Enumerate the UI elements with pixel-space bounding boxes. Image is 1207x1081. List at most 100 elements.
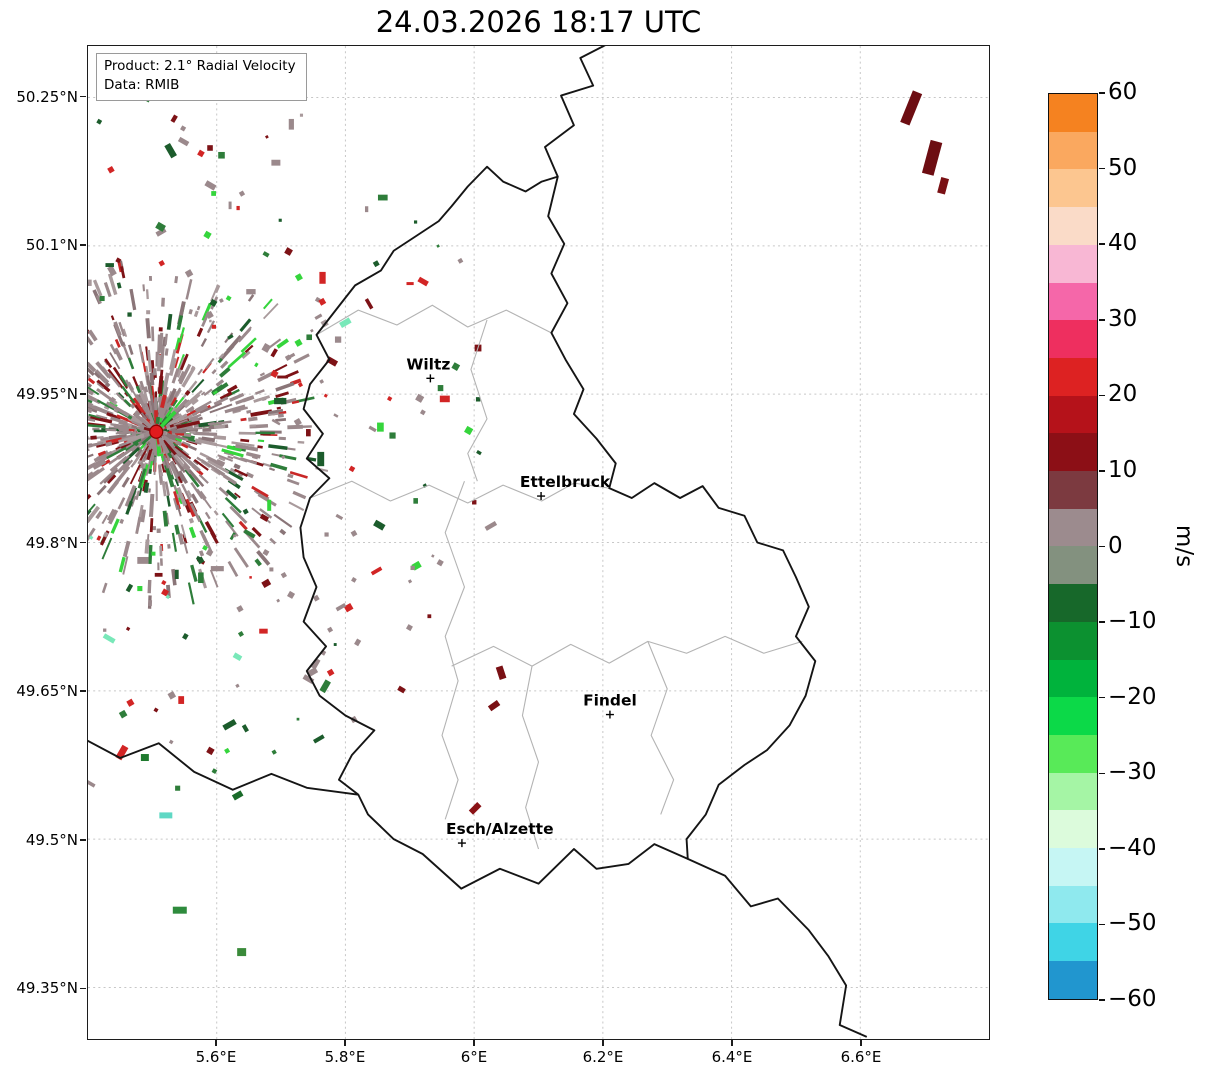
radar-echo xyxy=(205,548,214,557)
radar-echo xyxy=(140,412,148,420)
colorbar-tick-label: −20 xyxy=(1108,683,1157,710)
colorbar-band xyxy=(1049,659,1097,698)
colorbar-tick xyxy=(1099,696,1105,699)
radar-echo xyxy=(169,462,179,477)
radar-echo xyxy=(148,385,154,406)
radar-echo xyxy=(205,357,215,369)
radar-echo xyxy=(185,279,193,300)
radar-echo xyxy=(174,524,181,535)
radar-echo-notable xyxy=(172,906,187,914)
colorbar-band xyxy=(1049,885,1097,924)
radar-echo xyxy=(222,474,237,485)
radar-echo xyxy=(132,438,142,445)
colorbar-tick xyxy=(1099,319,1105,321)
radar-echo xyxy=(88,398,93,404)
city-label: Esch/Alzette xyxy=(446,820,554,838)
x-axis-tick xyxy=(215,1040,217,1046)
radar-echo xyxy=(97,450,107,457)
y-axis-tick xyxy=(80,690,86,692)
radar-echo xyxy=(88,423,106,429)
radar-echo xyxy=(164,142,177,159)
radar-echo xyxy=(207,421,215,426)
radar-echo xyxy=(181,441,191,448)
radar-echo xyxy=(237,630,244,637)
radar-echo-notable xyxy=(140,754,149,762)
radar-echo xyxy=(157,375,164,394)
radar-echo xyxy=(186,490,193,499)
radar-echo xyxy=(239,318,252,333)
radar-echo-notable xyxy=(237,948,247,957)
radar-echo xyxy=(254,558,262,567)
radar-echo xyxy=(196,556,205,565)
radar-echo xyxy=(178,327,185,343)
radar-echo xyxy=(167,544,171,549)
radar-echo xyxy=(122,540,131,558)
radar-echo xyxy=(275,391,289,398)
radar-echo xyxy=(187,459,201,472)
colorbar-tick xyxy=(1099,167,1105,170)
radar-echo xyxy=(176,420,201,429)
radar-echo xyxy=(288,118,294,130)
radar-echo xyxy=(250,409,273,417)
radar-echo xyxy=(164,333,168,345)
city-marker-icon xyxy=(537,492,546,501)
radar-echo xyxy=(135,516,142,535)
radar-echo xyxy=(105,428,117,432)
radar-echo xyxy=(196,327,204,338)
radar-echo xyxy=(166,313,173,330)
radar-echo xyxy=(227,334,234,340)
radar-echo xyxy=(106,474,117,485)
radar-echo xyxy=(137,586,143,592)
radar-echo xyxy=(389,432,396,439)
radar-echo xyxy=(263,298,273,310)
colorbar-tick-label: −40 xyxy=(1108,834,1157,861)
radar-echo xyxy=(188,517,195,524)
radar-echo xyxy=(279,528,287,536)
radar-echo xyxy=(96,118,103,125)
radar-echo xyxy=(247,294,255,302)
radar-echo xyxy=(225,295,232,302)
radar-echo xyxy=(232,406,248,413)
colorbar-band xyxy=(1049,169,1097,208)
radar-echo xyxy=(288,501,305,512)
radar-echo xyxy=(88,329,98,342)
radar-echo xyxy=(268,467,275,472)
radar-echo xyxy=(214,467,226,477)
colorbar-band xyxy=(1049,395,1097,434)
radar-echo xyxy=(275,382,295,392)
radar-echo xyxy=(106,446,127,460)
radar-echo xyxy=(254,362,259,368)
radar-echo xyxy=(114,338,121,348)
radar-echo xyxy=(348,465,356,473)
radar-echo xyxy=(162,510,169,527)
radar-echo xyxy=(236,605,244,613)
national-border xyxy=(88,739,359,796)
radar-echo xyxy=(165,432,186,441)
radar-echo xyxy=(178,696,185,704)
radar-echo xyxy=(226,334,243,353)
radar-echo xyxy=(244,344,254,354)
radar-echo xyxy=(154,572,163,577)
radar-echo xyxy=(190,430,196,434)
radar-echo xyxy=(413,220,418,224)
radar-echo xyxy=(217,357,223,364)
radar-echo xyxy=(99,295,105,302)
radar-echo xyxy=(147,349,153,373)
radar-echo xyxy=(106,508,116,521)
radar-echo xyxy=(419,409,426,416)
radar-echo xyxy=(103,628,107,632)
radar-echo xyxy=(232,652,243,662)
radar-echo xyxy=(190,564,198,582)
radar-echo xyxy=(93,450,113,463)
radar-echo xyxy=(88,505,101,524)
radar-echo xyxy=(96,382,105,390)
radar-echo-notable xyxy=(159,812,173,819)
radar-echo xyxy=(190,493,199,504)
radar-echo xyxy=(219,391,233,400)
colorbar-band xyxy=(1049,772,1097,811)
radar-echo xyxy=(102,633,116,644)
radar-echo xyxy=(88,377,96,385)
radar-echo xyxy=(120,455,130,464)
radar-echo xyxy=(183,541,189,554)
radar-echo xyxy=(233,463,241,470)
